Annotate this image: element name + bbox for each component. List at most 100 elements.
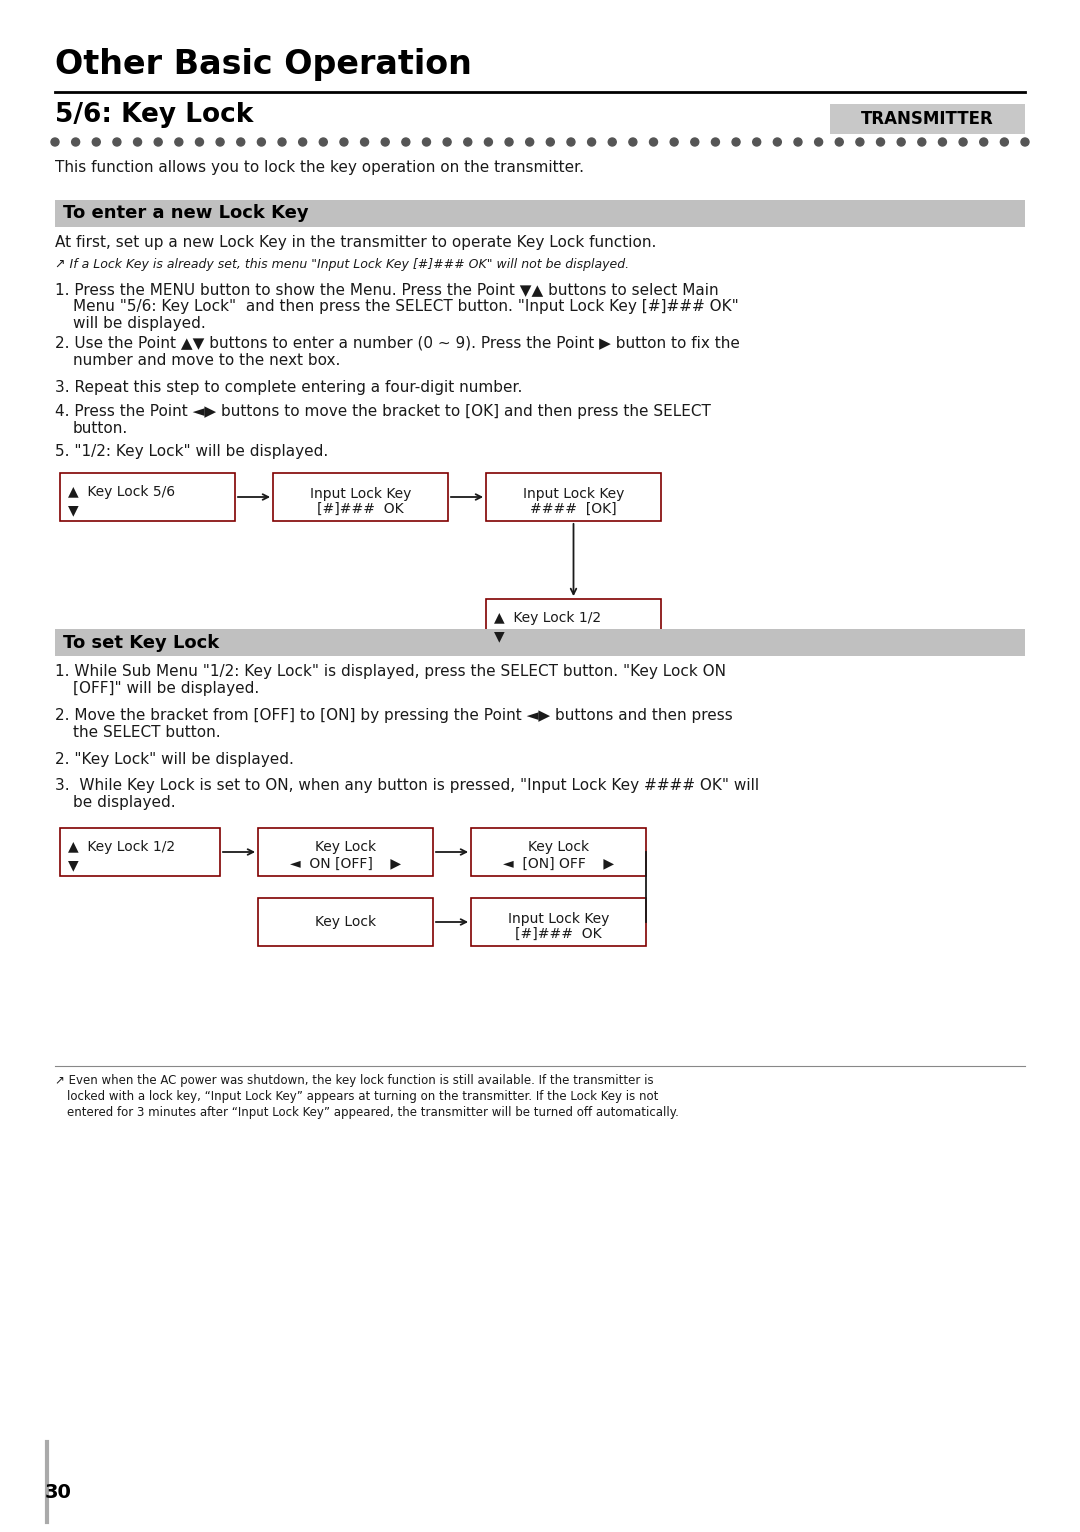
Text: be displayed.: be displayed.: [73, 795, 176, 810]
Circle shape: [381, 138, 389, 146]
Circle shape: [340, 138, 348, 146]
Circle shape: [92, 138, 100, 146]
Circle shape: [877, 138, 885, 146]
Text: Other Basic Operation: Other Basic Operation: [55, 47, 472, 81]
Bar: [258, 898, 433, 945]
Circle shape: [154, 138, 162, 146]
Circle shape: [855, 138, 864, 146]
Circle shape: [959, 138, 967, 146]
Text: Input Lock Key: Input Lock Key: [523, 487, 624, 501]
Text: ▼: ▼: [68, 502, 79, 516]
Text: ◄  ON [OFF]    ▶: ◄ ON [OFF] ▶: [291, 856, 401, 872]
Circle shape: [1021, 138, 1029, 146]
Circle shape: [835, 138, 843, 146]
Circle shape: [567, 138, 575, 146]
Circle shape: [629, 138, 637, 146]
Text: At first, set up a new Lock Key in the transmitter to operate Key Lock function.: At first, set up a new Lock Key in the t…: [55, 234, 657, 250]
Circle shape: [773, 138, 781, 146]
Circle shape: [814, 138, 823, 146]
Bar: [471, 898, 646, 945]
Circle shape: [939, 138, 946, 146]
Bar: [60, 827, 220, 876]
Circle shape: [712, 138, 719, 146]
Circle shape: [649, 138, 658, 146]
Circle shape: [257, 138, 266, 146]
Text: Key Lock: Key Lock: [315, 915, 376, 928]
Text: 5. "1/2: Key Lock" will be displayed.: 5. "1/2: Key Lock" will be displayed.: [55, 444, 328, 460]
Circle shape: [71, 138, 80, 146]
Text: ####  [OK]: #### [OK]: [530, 502, 617, 516]
Circle shape: [753, 138, 760, 146]
Text: Key Lock: Key Lock: [528, 840, 589, 853]
Circle shape: [588, 138, 595, 146]
Circle shape: [422, 138, 431, 146]
Text: [OFF]" will be displayed.: [OFF]" will be displayed.: [73, 682, 259, 696]
Text: 2. "Key Lock" will be displayed.: 2. "Key Lock" will be displayed.: [55, 752, 294, 768]
Circle shape: [691, 138, 699, 146]
Circle shape: [195, 138, 203, 146]
Text: 3.  While Key Lock is set to ON, when any button is pressed, "Input Lock Key ###: 3. While Key Lock is set to ON, when any…: [55, 778, 759, 794]
Circle shape: [113, 138, 121, 146]
Text: entered for 3 minutes after “Input Lock Key” appeared, the transmitter will be t: entered for 3 minutes after “Input Lock …: [67, 1106, 679, 1118]
Text: locked with a lock key, “Input Lock Key” appears at turning on the transmitter. : locked with a lock key, “Input Lock Key”…: [67, 1089, 659, 1103]
Circle shape: [216, 138, 225, 146]
Text: To set Key Lock: To set Key Lock: [63, 634, 219, 651]
Circle shape: [463, 138, 472, 146]
Circle shape: [443, 138, 451, 146]
Text: button.: button.: [73, 421, 129, 437]
Text: ↗ Even when the AC power was shutdown, the key lock function is still available.: ↗ Even when the AC power was shutdown, t…: [55, 1074, 653, 1088]
Circle shape: [526, 138, 534, 146]
Text: [#]###  OK: [#]### OK: [515, 927, 602, 941]
Text: 4. Press the Point ◄▶ buttons to move the bracket to [OK] and then press the SEL: 4. Press the Point ◄▶ buttons to move th…: [55, 404, 711, 418]
Text: 3. Repeat this step to complete entering a four-digit number.: 3. Repeat this step to complete entering…: [55, 380, 523, 395]
Text: Menu "5/6: Key Lock"  and then press the SELECT button. "Input Lock Key [#]### O: Menu "5/6: Key Lock" and then press the …: [73, 299, 739, 314]
Text: 1. While Sub Menu "1/2: Key Lock" is displayed, press the SELECT button. "Key Lo: 1. While Sub Menu "1/2: Key Lock" is dis…: [55, 663, 726, 679]
Circle shape: [980, 138, 988, 146]
Text: [#]###  OK: [#]### OK: [318, 502, 404, 516]
Bar: [60, 473, 235, 521]
Circle shape: [402, 138, 409, 146]
Text: 2. Use the Point ▲▼ buttons to enter a number (0 ∼ 9). Press the Point ▶ button : 2. Use the Point ▲▼ buttons to enter a n…: [55, 336, 740, 351]
Text: Key Lock: Key Lock: [315, 840, 376, 853]
Circle shape: [918, 138, 926, 146]
Circle shape: [51, 138, 59, 146]
Text: ▼: ▼: [494, 630, 504, 643]
Bar: [55, 201, 1025, 227]
Bar: [55, 630, 1025, 656]
Text: 30: 30: [45, 1483, 72, 1501]
Text: the SELECT button.: the SELECT button.: [73, 725, 220, 740]
Circle shape: [299, 138, 307, 146]
Text: ↗ If a Lock Key is already set, this menu "Input Lock Key [#]### OK" will not be: ↗ If a Lock Key is already set, this men…: [55, 257, 630, 271]
Text: 1. Press the MENU button to show the Menu. Press the Point ▼▲ buttons to select : 1. Press the MENU button to show the Men…: [55, 282, 718, 297]
Text: Input Lock Key: Input Lock Key: [310, 487, 411, 501]
Circle shape: [794, 138, 802, 146]
Bar: [258, 827, 433, 876]
Text: ◄  [ON] OFF    ▶: ◄ [ON] OFF ▶: [503, 856, 615, 872]
Text: Input Lock Key: Input Lock Key: [508, 912, 609, 925]
Text: ▲  Key Lock 1/2: ▲ Key Lock 1/2: [494, 611, 602, 625]
Circle shape: [278, 138, 286, 146]
Text: ▼: ▼: [68, 858, 79, 872]
Text: ▲  Key Lock 5/6: ▲ Key Lock 5/6: [68, 486, 175, 499]
Circle shape: [608, 138, 617, 146]
Circle shape: [134, 138, 141, 146]
Circle shape: [897, 138, 905, 146]
Bar: [486, 599, 661, 647]
Circle shape: [1000, 138, 1009, 146]
Circle shape: [485, 138, 492, 146]
Text: ▲  Key Lock 1/2: ▲ Key Lock 1/2: [68, 840, 175, 853]
Circle shape: [671, 138, 678, 146]
Circle shape: [175, 138, 183, 146]
Circle shape: [237, 138, 245, 146]
Bar: [471, 827, 646, 876]
Circle shape: [320, 138, 327, 146]
Circle shape: [361, 138, 368, 146]
Circle shape: [505, 138, 513, 146]
Text: To enter a new Lock Key: To enter a new Lock Key: [63, 204, 309, 222]
Text: TRANSMITTER: TRANSMITTER: [861, 110, 994, 129]
Bar: [273, 473, 448, 521]
Text: 5/6: Key Lock: 5/6: Key Lock: [55, 103, 254, 129]
Text: number and move to the next box.: number and move to the next box.: [73, 352, 340, 368]
Text: will be displayed.: will be displayed.: [73, 316, 206, 331]
Text: This function allows you to lock the key operation on the transmitter.: This function allows you to lock the key…: [55, 159, 584, 175]
